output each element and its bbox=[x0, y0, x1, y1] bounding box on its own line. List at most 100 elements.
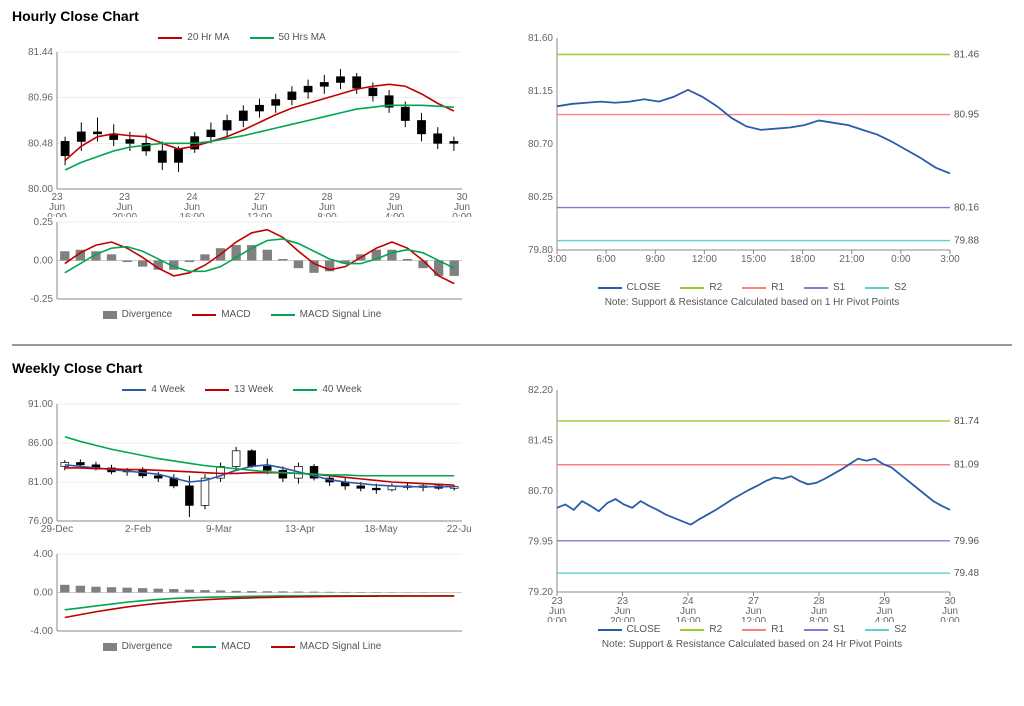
hourly-title: Hourly Close Chart bbox=[12, 8, 1012, 24]
legend-label: R1 bbox=[771, 624, 784, 635]
svg-text:0.25: 0.25 bbox=[34, 217, 54, 228]
svg-text:9:00: 9:00 bbox=[646, 254, 666, 265]
legend-swatch bbox=[680, 629, 704, 631]
legend-item: S2 bbox=[865, 624, 906, 635]
legend-swatch bbox=[680, 287, 704, 289]
svg-text:79.95: 79.95 bbox=[528, 537, 553, 548]
legend-swatch bbox=[250, 37, 274, 39]
svg-text:9-Mar: 9-Mar bbox=[206, 524, 233, 535]
legend-label: S2 bbox=[894, 624, 906, 635]
legend-swatch bbox=[293, 389, 317, 391]
hourly-sr-legend: CLOSE R2 R1 S1 S2 bbox=[512, 282, 992, 293]
hourly-macd-legend: DivergenceMACDMACD Signal Line bbox=[12, 309, 472, 320]
svg-text:3:00: 3:00 bbox=[940, 254, 960, 265]
legend-item: MACD bbox=[192, 641, 250, 652]
weekly-price-chart: 76.0081.0086.0091.0029-Dec2-Feb9-Mar13-A… bbox=[12, 399, 472, 549]
weekly-right-col: 79.2079.9580.7081.4582.2081.7481.0979.96… bbox=[512, 382, 992, 656]
svg-text:-4.00: -4.00 bbox=[30, 626, 53, 637]
legend-label: 20 Hr MA bbox=[187, 32, 229, 43]
svg-text:79.88: 79.88 bbox=[954, 236, 979, 247]
svg-text:81.00: 81.00 bbox=[28, 477, 53, 488]
svg-text:80.16: 80.16 bbox=[954, 203, 979, 214]
svg-text:91.00: 91.00 bbox=[28, 399, 53, 410]
svg-text:81.15: 81.15 bbox=[528, 86, 553, 97]
legend-label: 13 Week bbox=[234, 384, 273, 395]
legend-label: R1 bbox=[771, 282, 784, 293]
legend-label: S1 bbox=[833, 282, 845, 293]
legend-item: 50 Hrs MA bbox=[250, 32, 326, 43]
svg-text:-0.25: -0.25 bbox=[30, 294, 53, 305]
hourly-section: Hourly Close Chart 20 Hr MA 50 Hrs MA 80.… bbox=[12, 8, 1012, 324]
legend-item: R1 bbox=[742, 282, 784, 293]
svg-text:12:00: 12:00 bbox=[692, 254, 717, 265]
legend-swatch bbox=[103, 311, 117, 319]
svg-text:80.25: 80.25 bbox=[528, 192, 553, 203]
legend-label: CLOSE bbox=[627, 624, 661, 635]
legend-label: S2 bbox=[894, 282, 906, 293]
legend-item: CLOSE bbox=[598, 282, 661, 293]
svg-text:80.96: 80.96 bbox=[28, 93, 53, 104]
svg-text:15:00: 15:00 bbox=[741, 254, 766, 265]
hourly-left-col: 20 Hr MA50 Hrs MA 80.0080.4880.9681.4423… bbox=[12, 30, 472, 324]
legend-item: S2 bbox=[865, 282, 906, 293]
legend-item: R1 bbox=[742, 624, 784, 635]
weekly-macd-legend: Divergence MACD MACD Signal Line bbox=[12, 641, 472, 652]
legend-item: 40 Week bbox=[293, 384, 361, 395]
svg-text:8:00: 8:00 bbox=[809, 616, 829, 622]
svg-text:13-Apr: 13-Apr bbox=[285, 524, 316, 535]
legend-item: 13 Week bbox=[205, 384, 273, 395]
svg-text:18-May: 18-May bbox=[364, 524, 397, 535]
svg-text:29-Dec: 29-Dec bbox=[41, 524, 73, 535]
svg-text:4:00: 4:00 bbox=[875, 616, 895, 622]
weekly-row: 4 Week13 Week40 Week 76.0081.0086.0091.0… bbox=[12, 382, 1012, 656]
svg-text:0.00: 0.00 bbox=[34, 256, 54, 267]
weekly-sr-note: Note: Support & Resistance Calculated ba… bbox=[512, 639, 992, 650]
svg-text:81.74: 81.74 bbox=[954, 416, 979, 427]
legend-swatch bbox=[192, 314, 216, 316]
legend-label: MACD Signal Line bbox=[300, 641, 382, 652]
hourly-sr-chart: 79.8080.2580.7081.1581.6081.4680.9580.16… bbox=[512, 30, 992, 280]
legend-swatch bbox=[598, 287, 622, 289]
legend-item: R2 bbox=[680, 624, 722, 635]
svg-text:20:00: 20:00 bbox=[610, 616, 635, 622]
legend-label: R2 bbox=[709, 282, 722, 293]
svg-text:86.00: 86.00 bbox=[28, 438, 53, 449]
legend-label: MACD bbox=[221, 641, 250, 652]
legend-swatch bbox=[804, 287, 828, 289]
svg-text:82.20: 82.20 bbox=[528, 385, 553, 396]
legend-swatch bbox=[742, 629, 766, 631]
legend-label: 40 Week bbox=[322, 384, 361, 395]
legend-item: S1 bbox=[804, 624, 845, 635]
svg-text:4.00: 4.00 bbox=[34, 549, 54, 560]
section-divider bbox=[12, 344, 1012, 346]
legend-label: S1 bbox=[833, 624, 845, 635]
svg-text:79.20: 79.20 bbox=[528, 587, 553, 598]
legend-swatch bbox=[271, 314, 295, 316]
weekly-title: Weekly Close Chart bbox=[12, 360, 1012, 376]
legend-label: Divergence bbox=[122, 309, 173, 320]
svg-text:0:00: 0:00 bbox=[940, 616, 960, 622]
legend-label: R2 bbox=[709, 624, 722, 635]
svg-text:16:00: 16:00 bbox=[675, 616, 700, 622]
legend-item: CLOSE bbox=[598, 624, 661, 635]
svg-text:80.95: 80.95 bbox=[954, 110, 979, 121]
legend-swatch bbox=[742, 287, 766, 289]
weekly-macd-chart: -4.000.004.00 bbox=[12, 549, 472, 639]
svg-text:81.44: 81.44 bbox=[28, 47, 53, 58]
legend-item: MACD Signal Line bbox=[271, 641, 382, 652]
legend-swatch bbox=[804, 629, 828, 631]
legend-label: CLOSE bbox=[627, 282, 661, 293]
legend-swatch bbox=[205, 389, 229, 391]
weekly-left-col: 4 Week13 Week40 Week 76.0081.0086.0091.0… bbox=[12, 382, 472, 656]
hourly-price-legend: 20 Hr MA 50 Hrs MA bbox=[12, 32, 472, 43]
svg-text:2-Feb: 2-Feb bbox=[125, 524, 152, 535]
legend-item: R2 bbox=[680, 282, 722, 293]
svg-text:80.00: 80.00 bbox=[28, 184, 53, 195]
legend-label: Divergence bbox=[122, 641, 173, 652]
legend-item: 4 Week bbox=[122, 384, 185, 395]
legend-swatch bbox=[122, 389, 146, 391]
svg-text:12:00: 12:00 bbox=[741, 616, 766, 622]
weekly-section: Weekly Close Chart 4 Week13 Week40 Week … bbox=[12, 360, 1012, 656]
legend-item: Divergence bbox=[103, 309, 173, 320]
svg-text:81.45: 81.45 bbox=[528, 436, 553, 447]
